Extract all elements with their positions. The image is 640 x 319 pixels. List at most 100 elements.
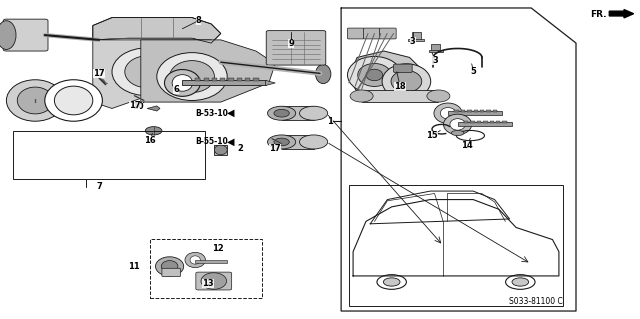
Text: 5: 5 xyxy=(470,67,477,76)
Text: 6: 6 xyxy=(173,85,179,94)
Ellipse shape xyxy=(300,135,328,149)
Bar xyxy=(480,110,484,112)
Text: FR.: FR. xyxy=(590,10,607,19)
Bar xyxy=(490,121,494,123)
Ellipse shape xyxy=(440,108,456,119)
Circle shape xyxy=(506,275,535,289)
Ellipse shape xyxy=(164,70,200,96)
Ellipse shape xyxy=(382,64,431,99)
Bar xyxy=(282,106,314,120)
Text: 11: 11 xyxy=(129,262,140,271)
Ellipse shape xyxy=(274,109,289,117)
Polygon shape xyxy=(609,10,634,18)
Text: 9: 9 xyxy=(289,39,294,48)
Bar xyxy=(464,121,468,123)
Ellipse shape xyxy=(172,75,193,91)
Bar xyxy=(454,110,459,112)
Text: B-55-10: B-55-10 xyxy=(195,137,228,146)
Bar xyxy=(458,122,512,126)
Ellipse shape xyxy=(54,86,93,115)
Bar xyxy=(486,110,491,112)
Text: 14: 14 xyxy=(461,141,473,150)
Polygon shape xyxy=(93,40,221,108)
Bar xyxy=(412,32,421,40)
Ellipse shape xyxy=(450,119,465,130)
Bar xyxy=(150,239,262,298)
Bar xyxy=(349,185,563,306)
Bar xyxy=(496,121,500,123)
Ellipse shape xyxy=(6,80,64,121)
Bar xyxy=(448,111,502,115)
Text: 17: 17 xyxy=(129,101,140,110)
Ellipse shape xyxy=(358,63,391,86)
Text: 16: 16 xyxy=(145,136,156,145)
Ellipse shape xyxy=(268,106,296,120)
Polygon shape xyxy=(141,40,275,102)
Bar xyxy=(470,121,475,123)
Polygon shape xyxy=(93,18,221,43)
Ellipse shape xyxy=(427,90,450,102)
Text: 15: 15 xyxy=(426,131,438,140)
Circle shape xyxy=(383,278,400,286)
Text: 17: 17 xyxy=(269,144,281,153)
Ellipse shape xyxy=(112,48,182,96)
FancyBboxPatch shape xyxy=(266,31,326,65)
Ellipse shape xyxy=(274,138,289,146)
Text: 10: 10 xyxy=(132,102,143,111)
Text: 8: 8 xyxy=(196,16,201,25)
Ellipse shape xyxy=(170,61,214,93)
Bar xyxy=(237,78,242,81)
Bar xyxy=(228,78,234,81)
Text: 13: 13 xyxy=(202,279,214,288)
Bar xyxy=(182,80,266,85)
Polygon shape xyxy=(349,51,422,97)
Bar xyxy=(220,78,225,81)
Text: ◀: ◀ xyxy=(227,108,234,118)
FancyBboxPatch shape xyxy=(380,28,396,39)
FancyBboxPatch shape xyxy=(348,28,364,39)
Bar xyxy=(282,135,314,149)
Ellipse shape xyxy=(156,257,184,276)
Bar xyxy=(204,78,209,81)
FancyBboxPatch shape xyxy=(394,64,412,72)
Ellipse shape xyxy=(125,56,170,88)
Ellipse shape xyxy=(214,145,227,155)
Circle shape xyxy=(145,127,162,135)
Polygon shape xyxy=(147,106,160,111)
Polygon shape xyxy=(266,80,275,85)
Ellipse shape xyxy=(45,80,102,121)
Bar xyxy=(13,131,205,179)
Text: 17: 17 xyxy=(93,69,105,78)
Bar xyxy=(408,39,424,41)
Ellipse shape xyxy=(157,53,227,100)
Text: 1: 1 xyxy=(326,117,333,126)
Bar xyxy=(477,121,481,123)
Bar xyxy=(461,110,465,112)
Text: 3: 3 xyxy=(433,56,438,65)
Bar xyxy=(467,110,472,112)
Ellipse shape xyxy=(444,114,472,135)
Ellipse shape xyxy=(268,135,296,149)
FancyBboxPatch shape xyxy=(196,272,232,290)
Ellipse shape xyxy=(348,56,401,93)
Circle shape xyxy=(512,278,529,286)
Ellipse shape xyxy=(161,261,178,272)
Ellipse shape xyxy=(366,69,383,81)
Ellipse shape xyxy=(391,70,422,92)
Bar xyxy=(362,90,438,102)
Bar xyxy=(253,78,259,81)
Bar xyxy=(493,110,497,112)
Bar xyxy=(502,121,507,123)
FancyBboxPatch shape xyxy=(364,28,380,39)
Bar xyxy=(474,110,478,112)
Ellipse shape xyxy=(0,21,16,49)
Text: 12: 12 xyxy=(212,244,223,253)
Bar xyxy=(431,44,440,51)
Text: B-53-10: B-53-10 xyxy=(195,109,228,118)
Ellipse shape xyxy=(451,130,464,136)
Bar xyxy=(245,78,250,81)
Ellipse shape xyxy=(434,103,462,123)
Ellipse shape xyxy=(185,252,205,268)
Ellipse shape xyxy=(316,64,331,84)
Bar xyxy=(429,50,443,52)
